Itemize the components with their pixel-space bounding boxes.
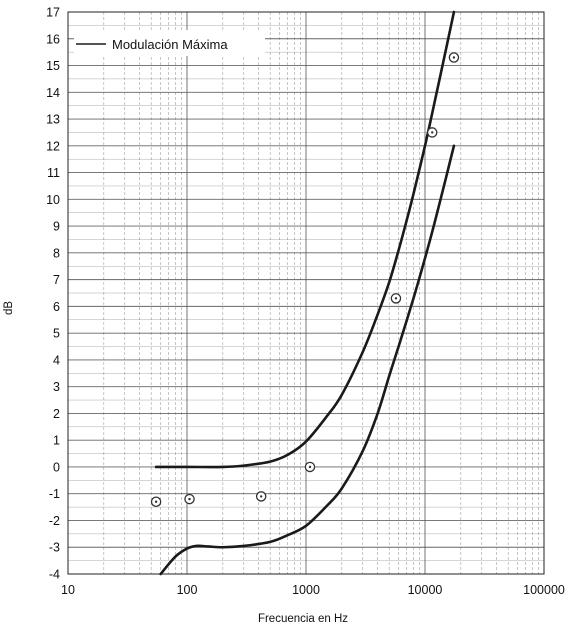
legend-label: Modulación Máxima — [112, 37, 228, 52]
upper-curve — [154, 10, 456, 469]
y-tick-label: 6 — [53, 300, 60, 314]
y-tick-label: 14 — [46, 86, 60, 100]
legend-box — [74, 30, 265, 56]
y-tick-label: 10 — [46, 193, 60, 207]
y-tick-label: -3 — [49, 541, 60, 555]
y-tick-label: 17 — [46, 6, 60, 20]
data-point-marker-dot — [259, 495, 263, 498]
y-tick-label: 5 — [53, 327, 60, 341]
y-tick-label: 8 — [53, 246, 60, 260]
y-tick-label: 3 — [53, 380, 60, 394]
y-tick-label: 12 — [46, 139, 60, 153]
y-tick-label: 9 — [53, 220, 60, 234]
grid — [67, 11, 544, 575]
x-tick-label: 10000 — [408, 583, 443, 597]
data-point-marker-dot — [154, 500, 158, 503]
y-tick-label: -2 — [49, 514, 60, 528]
x-axis-title: Frecuencia en Hz — [258, 613, 348, 625]
data-point-marker-dot — [394, 297, 398, 300]
y-tick-label: 2 — [53, 407, 60, 421]
data-point-marker-dot — [308, 465, 312, 469]
y-tick-label: -1 — [49, 487, 60, 501]
y-tick-label: -4 — [49, 568, 60, 582]
y-tick-label: 13 — [46, 113, 60, 127]
y-tick-label: 16 — [46, 32, 60, 46]
y-tick-label: 1 — [53, 434, 60, 448]
x-tick-label: 100000 — [523, 583, 565, 597]
plot-area-border — [67, 11, 545, 575]
data-point-marker-dot — [452, 56, 456, 59]
x-tick-label: 10 — [61, 583, 75, 597]
y-tick-label: 0 — [53, 460, 60, 474]
y-tick-label: 4 — [53, 353, 60, 367]
series-group — [150, 10, 460, 576]
data-point-marker-dot — [188, 497, 191, 501]
x-tick-label: 100 — [177, 583, 198, 597]
y-axis-title: dB — [3, 301, 15, 315]
lower-curve — [159, 144, 456, 576]
y-tick-label: 15 — [46, 59, 60, 73]
legend: Modulación Máxima — [74, 30, 265, 56]
x-tick-label: 1000 — [292, 583, 320, 597]
data-point-marker-dot — [431, 131, 434, 134]
plot-frame — [67, 11, 545, 575]
y-tick-label: 7 — [53, 273, 60, 287]
y-tick-label: 11 — [47, 166, 60, 180]
